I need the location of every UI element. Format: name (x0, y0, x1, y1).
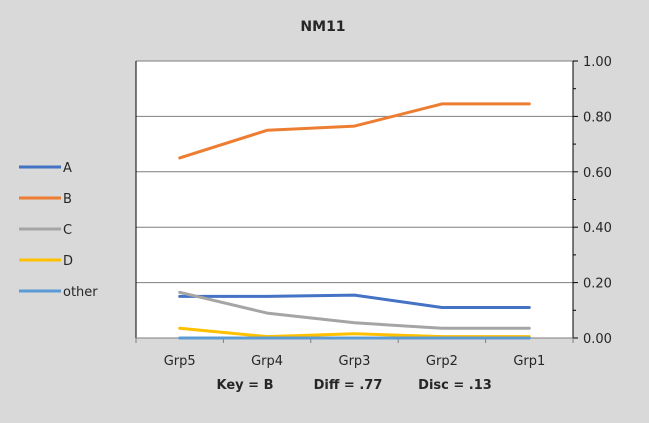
y-tick-label: 0.60 (583, 166, 612, 181)
y-tick-label: 0.40 (583, 221, 612, 236)
x-tick-label: Grp5 (164, 354, 196, 369)
x-tick-label: Grp2 (426, 354, 458, 369)
x-axis-ticks: Grp5 Grp4 Grp3 Grp2 Grp1 (135, 338, 574, 369)
discrimination-label: Disc = .13 (418, 378, 492, 393)
x-tick-label: Grp1 (513, 354, 545, 369)
y-tick-label: 0.00 (583, 332, 612, 347)
series-line-a (178, 293, 531, 309)
y-tick-label: 0.80 (583, 110, 612, 125)
gridlines (136, 60, 573, 284)
plot-area (136, 61, 573, 338)
y-tick-label: 0.20 (583, 277, 612, 292)
legend-label-a: A (63, 161, 72, 176)
x-tick-label: Grp3 (339, 354, 371, 369)
answer-key-label: Key = B (217, 378, 274, 393)
series-line-c (178, 290, 531, 330)
series-line-b (178, 102, 531, 160)
chart-title: NM11 (300, 19, 345, 35)
y-axis-ticks: 0.00 0.20 0.40 0.60 0.80 1.00 (573, 55, 612, 347)
y-tick-label: 1.00 (583, 55, 612, 70)
legend-label-c: C (63, 223, 72, 238)
legend-label-b: B (63, 192, 72, 207)
difficulty-label: Diff = .77 (314, 378, 383, 393)
legend-label-d: D (63, 254, 73, 269)
legend-label-other: other (63, 285, 98, 300)
x-tick-label: Grp4 (251, 354, 283, 369)
series-lines (178, 102, 531, 340)
